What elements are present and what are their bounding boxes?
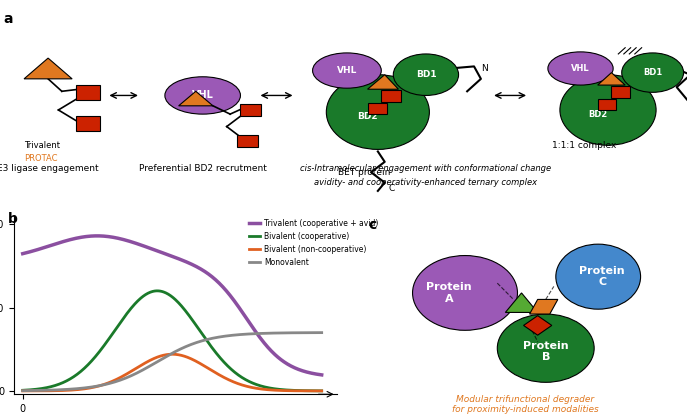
- Monovalent: [161, 355, 169, 360]
- Ellipse shape: [556, 244, 640, 309]
- Text: Preferential BD2 recrutment: Preferential BD2 recrutment: [139, 164, 267, 173]
- Text: avidity- and cooperativity-enhanced ternary complex: avidity- and cooperativity-enhanced tern…: [315, 178, 537, 188]
- Ellipse shape: [412, 256, 517, 330]
- Ellipse shape: [548, 52, 613, 85]
- Monovalent: [162, 354, 170, 359]
- Bivalent (cooperative): [161, 290, 170, 295]
- Text: b: b: [8, 212, 18, 227]
- Ellipse shape: [313, 53, 381, 88]
- FancyBboxPatch shape: [381, 90, 401, 102]
- Text: Protein
A: Protein A: [426, 282, 472, 304]
- Trivalent (cooperative + avid): [93, 233, 101, 238]
- Trivalent (cooperative + avid): [161, 251, 170, 256]
- Monovalent: [19, 388, 27, 393]
- Monovalent: [311, 330, 319, 335]
- Text: Trivalent: Trivalent: [24, 141, 60, 150]
- Text: BET protein: BET protein: [338, 168, 390, 177]
- Line: Monovalent: Monovalent: [23, 332, 322, 391]
- Bivalent (cooperative): [197, 330, 205, 335]
- Polygon shape: [179, 91, 213, 106]
- Text: a: a: [3, 12, 13, 27]
- Line: Bivalent (cooperative): Bivalent (cooperative): [23, 291, 322, 391]
- Text: BD1: BD1: [416, 70, 436, 79]
- FancyBboxPatch shape: [368, 103, 387, 114]
- Text: BD2: BD2: [588, 110, 607, 119]
- Text: VHL: VHL: [337, 66, 357, 75]
- Trivalent (cooperative + avid): [19, 251, 27, 256]
- Polygon shape: [530, 300, 558, 314]
- Trivalent (cooperative + avid): [311, 371, 319, 376]
- Bivalent (cooperative): [317, 388, 326, 393]
- FancyBboxPatch shape: [598, 99, 616, 110]
- Text: PROTAC: PROTAC: [24, 154, 58, 163]
- Bivalent (non-cooperative): [317, 388, 326, 393]
- Polygon shape: [598, 73, 625, 85]
- Bivalent (cooperative): [19, 388, 27, 393]
- Text: Protein
B: Protein B: [523, 341, 569, 362]
- Bivalent (non-cooperative): [311, 388, 319, 393]
- Monovalent: [317, 330, 326, 335]
- Text: C: C: [388, 184, 394, 193]
- Ellipse shape: [326, 75, 429, 149]
- Text: 1:1:1 complex: 1:1:1 complex: [552, 141, 616, 150]
- Line: Bivalent (non-cooperative): Bivalent (non-cooperative): [23, 354, 322, 391]
- Ellipse shape: [560, 75, 656, 145]
- Text: BD2: BD2: [357, 112, 378, 121]
- Monovalent: [181, 345, 189, 350]
- Ellipse shape: [394, 54, 459, 95]
- Bivalent (cooperative): [181, 308, 189, 313]
- Polygon shape: [523, 316, 552, 335]
- Bivalent (non-cooperative): [264, 387, 273, 392]
- Bivalent (non-cooperative): [161, 352, 169, 357]
- Bivalent (non-cooperative): [197, 361, 205, 366]
- Text: N: N: [481, 64, 488, 73]
- Bivalent (cooperative): [163, 291, 171, 296]
- Monovalent: [264, 331, 272, 336]
- Ellipse shape: [622, 53, 684, 92]
- Text: for proximity-induced modalities: for proximity-induced modalities: [452, 405, 599, 414]
- Polygon shape: [506, 293, 538, 312]
- FancyBboxPatch shape: [611, 86, 630, 98]
- Bivalent (cooperative): [153, 288, 161, 293]
- Trivalent (cooperative + avid): [317, 372, 326, 377]
- Trivalent (cooperative + avid): [264, 345, 273, 350]
- Text: cis-Intramolecular engagement with conformational change: cis-Intramolecular engagement with confo…: [300, 164, 552, 173]
- Trivalent (cooperative + avid): [163, 252, 171, 257]
- Bivalent (non-cooperative): [168, 352, 176, 357]
- Ellipse shape: [497, 314, 594, 382]
- Polygon shape: [24, 58, 72, 79]
- Text: E3 ligase engagement: E3 ligase engagement: [0, 164, 99, 173]
- FancyBboxPatch shape: [76, 85, 100, 100]
- Bivalent (non-cooperative): [162, 352, 170, 357]
- Text: BD1: BD1: [643, 68, 662, 77]
- Bivalent (cooperative): [264, 385, 273, 390]
- Legend: Trivalent (cooperative + avid), Bivalent (cooperative), Bivalent (non-cooperativ: Trivalent (cooperative + avid), Bivalent…: [245, 216, 381, 270]
- Polygon shape: [368, 75, 398, 89]
- Text: VHL: VHL: [571, 64, 590, 73]
- Text: Modular trifunctional degrader: Modular trifunctional degrader: [456, 395, 595, 404]
- Trivalent (cooperative + avid): [181, 259, 189, 264]
- Text: c: c: [368, 218, 376, 232]
- Bivalent (cooperative): [311, 388, 319, 393]
- FancyBboxPatch shape: [237, 135, 258, 147]
- Bivalent (non-cooperative): [19, 388, 27, 393]
- Trivalent (cooperative + avid): [197, 267, 205, 272]
- Bivalent (non-cooperative): [181, 354, 189, 359]
- Monovalent: [196, 339, 205, 344]
- Text: VHL: VHL: [192, 90, 214, 100]
- FancyBboxPatch shape: [76, 116, 100, 131]
- Ellipse shape: [165, 77, 240, 114]
- FancyBboxPatch shape: [240, 104, 261, 116]
- Text: Protein
C: Protein C: [579, 266, 625, 288]
- Line: Trivalent (cooperative + avid): Trivalent (cooperative + avid): [23, 236, 322, 375]
